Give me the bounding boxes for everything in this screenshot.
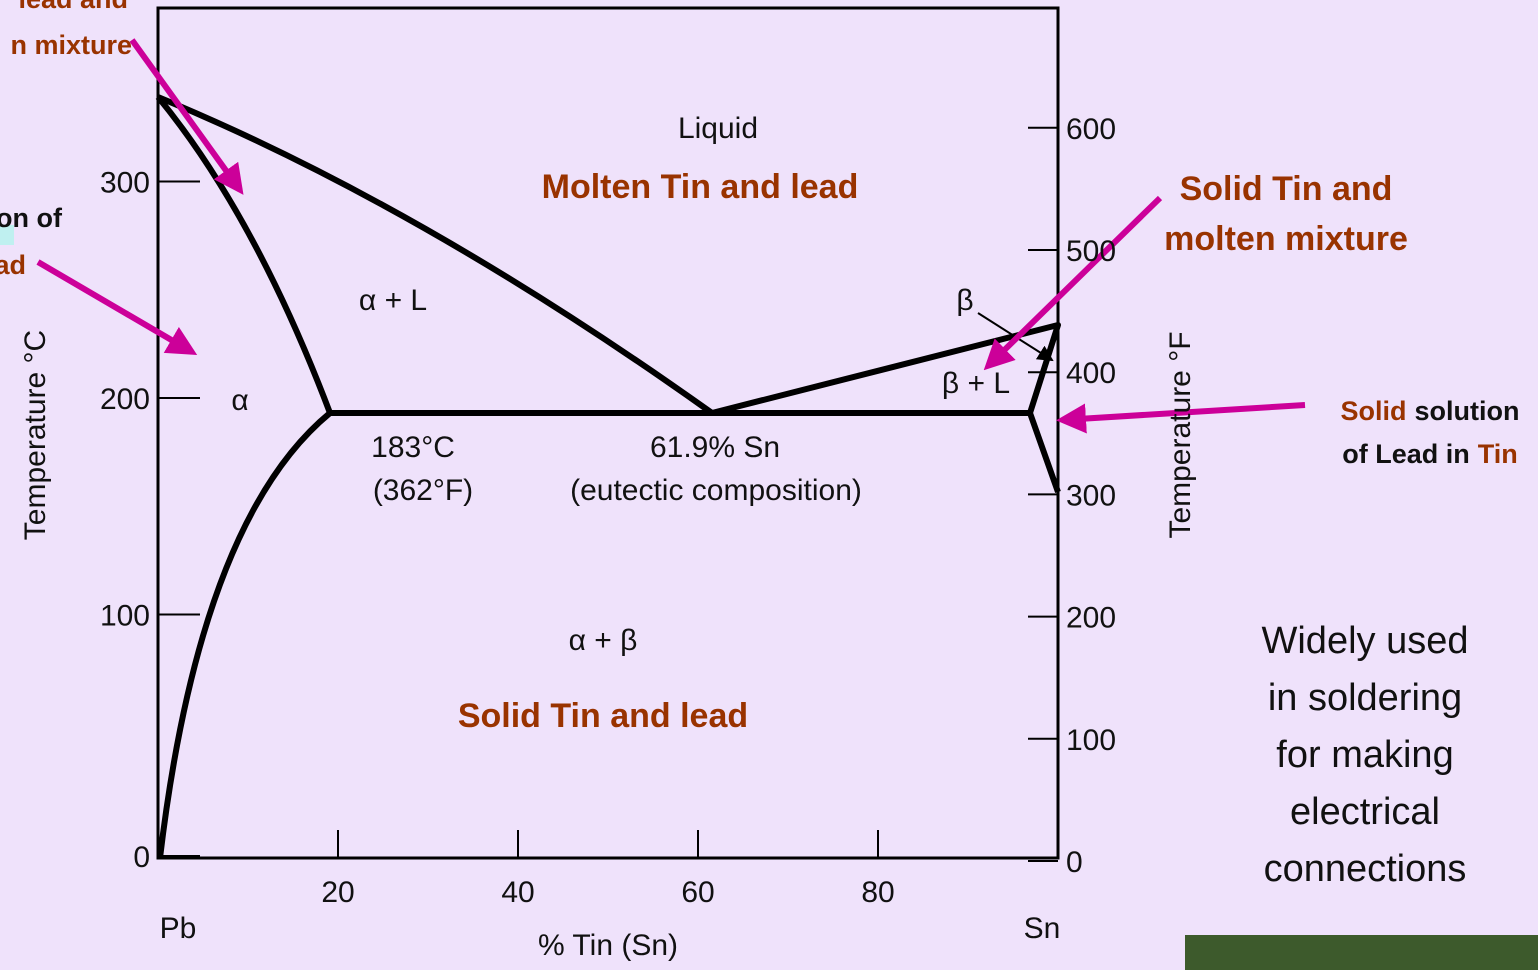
photo bbox=[1185, 935, 1538, 970]
axis-end: Pb bbox=[160, 912, 197, 945]
arrow bbox=[988, 198, 1160, 366]
usage-line: connections bbox=[1264, 848, 1467, 890]
tick-label: 20 bbox=[321, 876, 354, 909]
axis-title: % Tin (Sn) bbox=[538, 929, 678, 962]
region-label: α + β bbox=[569, 624, 638, 657]
tick-label: 300 bbox=[100, 167, 150, 200]
region-label: Liquid bbox=[678, 112, 758, 145]
arrow bbox=[38, 262, 192, 352]
tick-label: 200 bbox=[100, 383, 150, 416]
liquidus-left bbox=[158, 97, 712, 413]
region-label: β + L bbox=[942, 367, 1010, 400]
region-label: α + L bbox=[359, 284, 427, 317]
region-label: α bbox=[231, 384, 248, 417]
diagram: lead and n mixture on of ad Temperature … bbox=[0, 0, 1538, 970]
usage-line: for making bbox=[1276, 734, 1453, 776]
alpha-solidus bbox=[158, 97, 330, 413]
usage-line: Widely used bbox=[1262, 620, 1469, 662]
alpha-solvus bbox=[160, 413, 330, 858]
annotation: Solid solution bbox=[1341, 396, 1520, 426]
page: lead and n mixture on of ad Temperature … bbox=[0, 0, 1538, 970]
tick-label: 60 bbox=[681, 876, 714, 909]
eutectic-label: 183°C bbox=[371, 431, 455, 464]
tick-label: 400 bbox=[1066, 357, 1116, 390]
usage-note: Widely used in soldering for making electri… bbox=[1262, 620, 1469, 890]
tick-label: 100 bbox=[1066, 724, 1116, 757]
tick-label: 100 bbox=[100, 600, 150, 633]
annotation: molten mixture bbox=[1164, 220, 1408, 258]
axis-title: Temperature °C bbox=[19, 330, 52, 540]
annotation: Solid Tin and bbox=[1180, 170, 1393, 208]
annotation-part: Solid bbox=[1341, 396, 1407, 426]
region-label: β bbox=[956, 284, 973, 317]
annotation-part: solution bbox=[1415, 396, 1520, 426]
tick-label: 0 bbox=[1066, 846, 1083, 879]
eutectic-label: (eutectic composition) bbox=[570, 474, 862, 507]
tick-label: 200 bbox=[1066, 602, 1116, 635]
tick-label: 500 bbox=[1066, 235, 1116, 268]
usage-line: electrical bbox=[1290, 791, 1440, 833]
tick-label: 40 bbox=[501, 876, 534, 909]
cut-label: lead and bbox=[18, 0, 128, 14]
cut-label: on of bbox=[0, 203, 63, 233]
region-label: Solid Tin and lead bbox=[458, 697, 748, 735]
axis-title: Temperature °F bbox=[1164, 331, 1197, 538]
cut-label: n mixture bbox=[10, 30, 132, 60]
cut-label: ad bbox=[0, 250, 26, 280]
region-label: Molten Tin and lead bbox=[542, 168, 859, 206]
annotation-part: of Lead in bbox=[1342, 439, 1470, 469]
eutectic-label: (362°F) bbox=[373, 474, 473, 507]
tick-label: 300 bbox=[1066, 479, 1116, 512]
axis-end: Sn bbox=[1024, 912, 1061, 945]
usage-line: in soldering bbox=[1268, 677, 1462, 719]
eutectic-label: 61.9% Sn bbox=[650, 431, 780, 464]
annotation-part: Tin bbox=[1478, 439, 1518, 469]
tick-label: 0 bbox=[133, 841, 150, 874]
tick-label: 80 bbox=[861, 876, 894, 909]
tick-label: 600 bbox=[1066, 113, 1116, 146]
annotation: of Lead in Tin bbox=[1342, 439, 1518, 469]
